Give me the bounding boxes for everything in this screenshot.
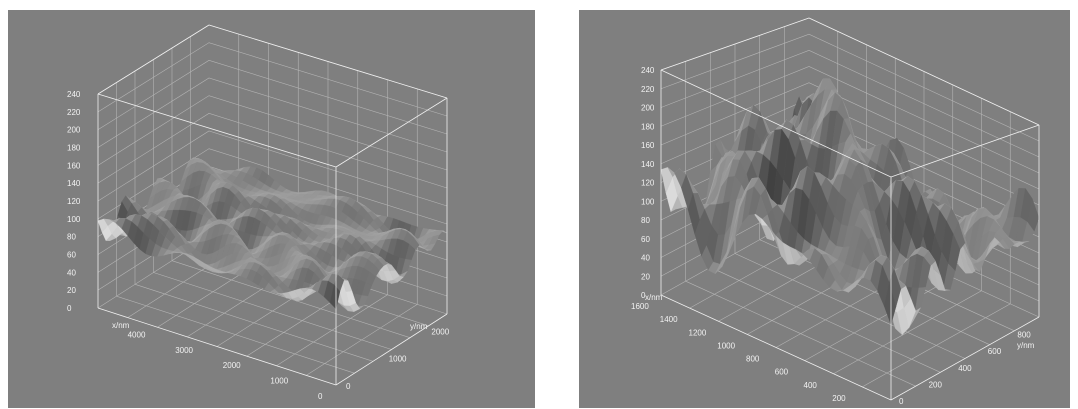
x-tick-label: 200 xyxy=(832,394,846,403)
grid-line xyxy=(710,267,941,373)
y-tick-label: 2000 xyxy=(431,327,449,336)
grid-line xyxy=(660,17,1040,126)
y-tick-label: 0 xyxy=(899,397,904,406)
x-tick-label: 4000 xyxy=(128,330,146,339)
z-tick-label: 40 xyxy=(641,254,650,263)
z-tick-label: 40 xyxy=(67,268,76,277)
y-tick-label: 400 xyxy=(958,364,972,373)
x-tick-label: 0 xyxy=(861,407,866,408)
z-tick-label: 180 xyxy=(67,144,81,153)
x-tick-label: 1000 xyxy=(717,341,735,350)
z-tick-label: 80 xyxy=(67,233,76,242)
grid-line xyxy=(97,60,448,135)
z-tick-label: 160 xyxy=(67,161,81,170)
z-tick-label: 0 xyxy=(67,304,72,313)
box-edge xyxy=(660,17,810,71)
z-tick-label: 240 xyxy=(641,66,655,75)
z-tick-label: 20 xyxy=(641,272,650,281)
z-tick-label: 60 xyxy=(67,251,76,260)
surface-plot-right: 240 220 200 180 160 140 120 100 80 60 40 20 0 1600 140… xyxy=(579,10,1070,408)
x-tick-label: 3000 xyxy=(175,346,193,355)
z-tick-label: 0 xyxy=(641,291,646,300)
z-tick-label: 200 xyxy=(641,104,655,113)
y-tick-label: 200 xyxy=(929,380,943,389)
z-tick-label: 160 xyxy=(641,141,655,150)
x-axis-label: x/nm xyxy=(645,293,663,302)
y-axis-label: y/nm xyxy=(410,322,428,331)
z-tick-label: 140 xyxy=(67,179,81,188)
x-axis-label: x/nm xyxy=(112,321,130,330)
box-edge xyxy=(808,17,1040,126)
x-tick-label: 1000 xyxy=(270,377,288,386)
box-edge xyxy=(97,24,210,95)
z-tick-label: 120 xyxy=(641,179,655,188)
grid-line xyxy=(171,260,411,338)
x-tick-label: 2000 xyxy=(223,361,241,370)
z-tick-label: 60 xyxy=(641,235,650,244)
grid-line xyxy=(97,77,448,153)
box-edge xyxy=(97,93,337,168)
grid-line xyxy=(116,295,355,374)
box-edge xyxy=(208,24,448,99)
box-edge xyxy=(335,97,448,168)
grid-line xyxy=(153,272,392,350)
grid-line xyxy=(97,113,448,189)
box-edge xyxy=(660,294,892,401)
box-edge xyxy=(660,69,892,178)
surface-facet xyxy=(884,282,897,326)
y-tick-label: 800 xyxy=(1017,331,1031,340)
z-tick-label: 120 xyxy=(67,197,81,206)
x-tick-label: 400 xyxy=(804,381,818,390)
z-tick-label: 80 xyxy=(641,216,650,225)
grid-line xyxy=(134,284,374,362)
z-tick-label: 20 xyxy=(67,286,76,295)
z-tick-label: 140 xyxy=(641,160,655,169)
z-tick-label: 240 xyxy=(67,90,81,99)
z-tick-label: 100 xyxy=(641,197,655,206)
y-tick-label: 600 xyxy=(988,347,1002,356)
z-tick-label: 100 xyxy=(67,215,81,224)
z-tick-label: 220 xyxy=(641,85,655,94)
surface-plot-left-svg: 2402202001801601401201008060402004000300… xyxy=(67,24,450,401)
y-axis-label: y/nm xyxy=(1017,341,1035,350)
box-edge xyxy=(890,124,1040,178)
box-edge xyxy=(890,316,1040,401)
z-tick-label: 200 xyxy=(67,126,81,135)
x-tick-label: 1400 xyxy=(660,315,678,324)
x-tick-label: 0 xyxy=(318,392,323,401)
surface-plot-right-svg: 2402202001801601401201008060402001600140… xyxy=(631,17,1040,408)
y-tick-label: 0 xyxy=(346,382,351,391)
grid-line xyxy=(97,42,448,117)
x-tick-label: 800 xyxy=(746,355,760,364)
x-tick-label: 1200 xyxy=(689,328,707,337)
x-tick-label: 600 xyxy=(775,368,789,377)
surface-facet xyxy=(329,284,341,310)
y-tick-label: 1000 xyxy=(389,355,407,364)
z-tick-label: 180 xyxy=(641,122,655,131)
z-tick-label: 220 xyxy=(67,108,81,117)
grid-line xyxy=(685,280,916,387)
box-edge xyxy=(335,313,448,386)
box-edge xyxy=(97,307,337,386)
surface-plot-left: 240 220 200 180 160 140 120 100 80 60 40 20 0 4000 300… xyxy=(8,10,535,408)
grid-line xyxy=(97,95,448,171)
grid-line xyxy=(734,253,966,359)
x-tick-label: 1600 xyxy=(631,302,649,311)
